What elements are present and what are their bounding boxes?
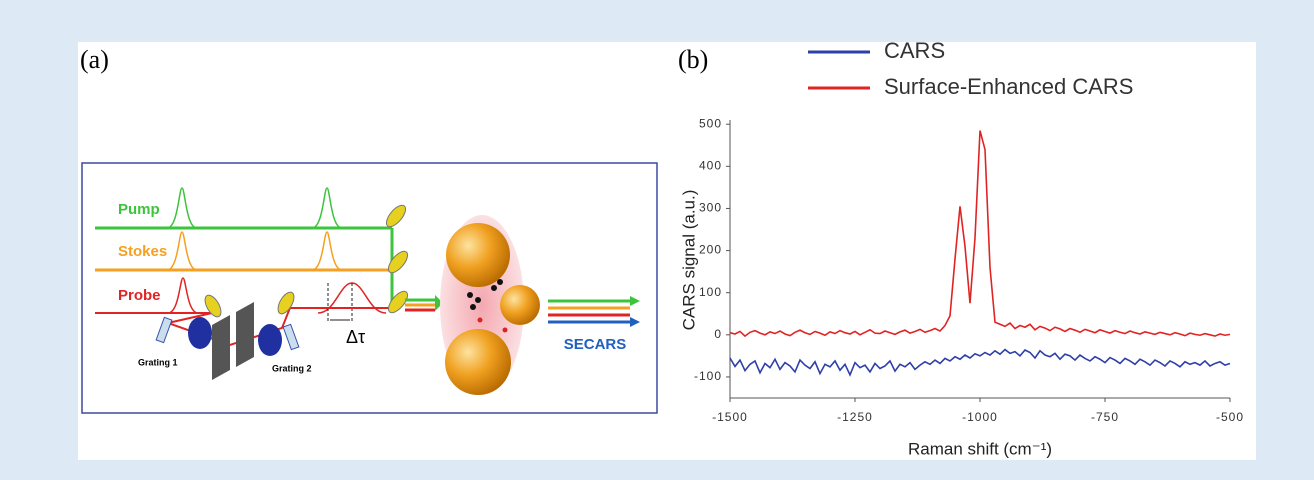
- panel-label: (b): [678, 45, 708, 74]
- series-line: [729, 348, 1231, 377]
- delay-label: Δτ: [346, 327, 365, 347]
- stokes-pulse: [166, 231, 343, 271]
- y-tick-label: 100: [699, 285, 722, 299]
- lens: [258, 324, 282, 356]
- beam-label: Stokes: [118, 243, 167, 260]
- panel-b: (b) Raman shift (cm⁻¹) CARS signal (a.u.…: [678, 38, 1244, 459]
- x-axis-label: Raman shift (cm⁻¹): [908, 439, 1052, 458]
- pump-pulse: [166, 187, 343, 229]
- nanoparticle: [445, 329, 511, 395]
- panel-a: (a) Pump Stokes Probe Grating 1 Grating …: [80, 45, 658, 414]
- secars-beams: [548, 296, 640, 327]
- y-tick-label: 500: [699, 116, 722, 130]
- mirror: [387, 250, 409, 274]
- mirror: [387, 290, 409, 314]
- x-tick-label: -750: [1091, 410, 1119, 424]
- x-tick-label: -500: [1216, 410, 1244, 424]
- nanoparticle: [500, 285, 540, 325]
- output-label: SECARS: [564, 336, 627, 353]
- lens: [188, 317, 212, 349]
- y-tick-label: 0: [714, 327, 722, 341]
- legend-label: CARS: [884, 38, 945, 63]
- mirror: [204, 294, 222, 318]
- grating: [282, 323, 300, 351]
- diagram-frame: [81, 162, 658, 414]
- y-axis-label: CARS signal (a.u.): [679, 190, 698, 331]
- beam-label: Pump: [118, 201, 160, 218]
- mirror: [385, 204, 407, 228]
- nanoparticle: [446, 223, 510, 287]
- y-tick-label: 200: [699, 243, 722, 257]
- y-tick-label: -100: [694, 369, 722, 383]
- mask: [236, 302, 254, 367]
- probe-pulse: [167, 277, 199, 314]
- panel-label: (a): [80, 45, 109, 74]
- series-line: [729, 130, 1231, 338]
- grating-label: Grating 1: [138, 357, 178, 367]
- legend-label: Surface-Enhanced CARS: [884, 74, 1133, 99]
- x-tick-label: -1250: [837, 410, 873, 424]
- mirror: [277, 291, 295, 315]
- beam-label: Probe: [118, 287, 161, 304]
- mask: [212, 315, 230, 380]
- x-tick-label: -1000: [962, 410, 998, 424]
- output-beams: [405, 295, 443, 312]
- y-tick-label: 400: [699, 159, 722, 173]
- grating-label: Grating 2: [272, 363, 312, 373]
- y-tick-label: 300: [699, 201, 722, 215]
- molecule: [467, 279, 508, 333]
- grating: [155, 316, 173, 344]
- x-tick-label: -1500: [712, 410, 748, 424]
